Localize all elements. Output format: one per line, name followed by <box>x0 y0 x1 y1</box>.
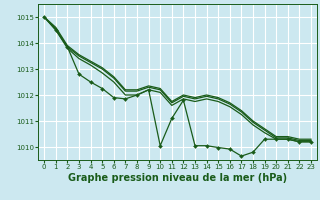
X-axis label: Graphe pression niveau de la mer (hPa): Graphe pression niveau de la mer (hPa) <box>68 173 287 183</box>
